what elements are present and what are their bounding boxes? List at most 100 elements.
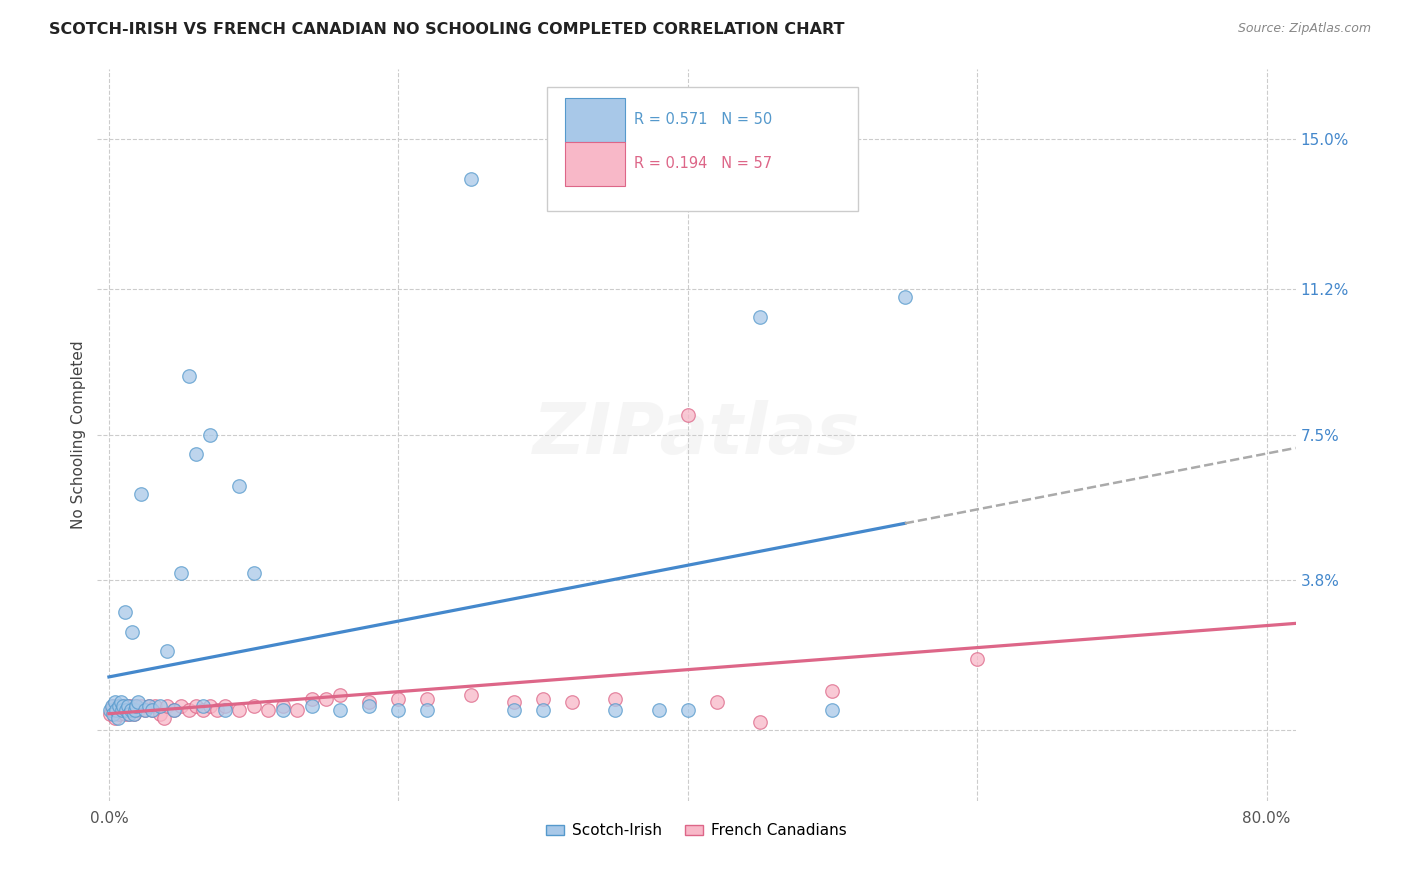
Point bbox=[129, 487, 152, 501]
Point bbox=[110, 699, 132, 714]
Point bbox=[148, 699, 170, 714]
Point bbox=[115, 703, 138, 717]
Point bbox=[105, 703, 128, 717]
Point bbox=[271, 703, 294, 717]
Point bbox=[460, 688, 482, 702]
Point bbox=[177, 368, 200, 383]
Point bbox=[148, 707, 170, 722]
Point bbox=[271, 699, 294, 714]
Point bbox=[966, 652, 988, 666]
Point bbox=[153, 711, 176, 725]
Point bbox=[120, 703, 142, 717]
Point bbox=[143, 699, 166, 714]
Point bbox=[301, 699, 323, 714]
Point bbox=[120, 703, 142, 717]
Point bbox=[114, 707, 136, 722]
Point bbox=[184, 447, 207, 461]
FancyBboxPatch shape bbox=[565, 142, 624, 186]
Point bbox=[191, 703, 214, 717]
Text: SCOTCH-IRISH VS FRENCH CANADIAN NO SCHOOLING COMPLETED CORRELATION CHART: SCOTCH-IRISH VS FRENCH CANADIAN NO SCHOO… bbox=[49, 22, 845, 37]
Point bbox=[416, 691, 439, 706]
Point bbox=[112, 699, 135, 714]
Point bbox=[170, 699, 193, 714]
Point bbox=[301, 691, 323, 706]
Point bbox=[107, 711, 129, 725]
Point bbox=[103, 699, 125, 714]
Point bbox=[118, 707, 141, 722]
Point bbox=[676, 703, 699, 717]
Point bbox=[122, 707, 145, 722]
Point bbox=[111, 703, 134, 717]
Point bbox=[315, 691, 337, 706]
Point bbox=[706, 695, 728, 709]
Point bbox=[359, 699, 381, 714]
Point bbox=[214, 699, 236, 714]
Point bbox=[242, 566, 264, 580]
Point bbox=[101, 699, 124, 714]
Point bbox=[329, 688, 352, 702]
Point bbox=[107, 699, 129, 714]
Point bbox=[104, 711, 127, 725]
Point bbox=[110, 695, 132, 709]
Text: R = 0.194   N = 57: R = 0.194 N = 57 bbox=[634, 156, 772, 171]
Point bbox=[108, 707, 131, 722]
Point bbox=[416, 703, 439, 717]
Point bbox=[104, 695, 127, 709]
Point bbox=[285, 703, 308, 717]
Point bbox=[156, 699, 179, 714]
Point bbox=[138, 699, 160, 714]
Point bbox=[124, 703, 146, 717]
Point bbox=[138, 699, 160, 714]
Point bbox=[115, 703, 138, 717]
Point bbox=[200, 699, 222, 714]
Point bbox=[100, 707, 122, 722]
Point bbox=[821, 683, 844, 698]
Point bbox=[387, 703, 409, 717]
Point bbox=[359, 695, 381, 709]
Text: Source: ZipAtlas.com: Source: ZipAtlas.com bbox=[1237, 22, 1371, 36]
Point bbox=[503, 695, 526, 709]
FancyBboxPatch shape bbox=[547, 87, 858, 211]
Point bbox=[531, 703, 554, 717]
Y-axis label: No Schooling Completed: No Schooling Completed bbox=[72, 341, 86, 529]
Point bbox=[124, 703, 146, 717]
Point bbox=[141, 703, 163, 717]
Point bbox=[503, 703, 526, 717]
Point bbox=[125, 699, 148, 714]
Point bbox=[329, 703, 352, 717]
Point bbox=[200, 427, 222, 442]
Point bbox=[605, 703, 627, 717]
Point bbox=[163, 703, 186, 717]
Point bbox=[561, 695, 583, 709]
Point bbox=[531, 691, 554, 706]
Point bbox=[117, 699, 139, 714]
Point bbox=[108, 699, 131, 714]
Point bbox=[121, 699, 143, 714]
Point bbox=[676, 408, 699, 422]
Point bbox=[170, 566, 193, 580]
Point bbox=[228, 703, 250, 717]
Legend: Scotch-Irish, French Canadians: Scotch-Irish, French Canadians bbox=[540, 817, 853, 845]
Point bbox=[117, 699, 139, 714]
Text: ZIPatlas: ZIPatlas bbox=[533, 401, 860, 469]
Point bbox=[112, 699, 135, 714]
Point bbox=[141, 703, 163, 717]
Point bbox=[648, 703, 671, 717]
Point bbox=[214, 703, 236, 717]
Point bbox=[121, 624, 143, 639]
Point bbox=[749, 310, 772, 324]
Point bbox=[134, 703, 156, 717]
Point bbox=[242, 699, 264, 714]
Point bbox=[129, 699, 152, 714]
Point bbox=[122, 707, 145, 722]
Point bbox=[228, 479, 250, 493]
Point bbox=[207, 703, 229, 717]
Point bbox=[163, 703, 186, 717]
Point bbox=[125, 699, 148, 714]
Point bbox=[105, 703, 128, 717]
Point bbox=[387, 691, 409, 706]
Point bbox=[821, 703, 844, 717]
Point bbox=[257, 703, 280, 717]
Point bbox=[184, 699, 207, 714]
Point bbox=[605, 691, 627, 706]
